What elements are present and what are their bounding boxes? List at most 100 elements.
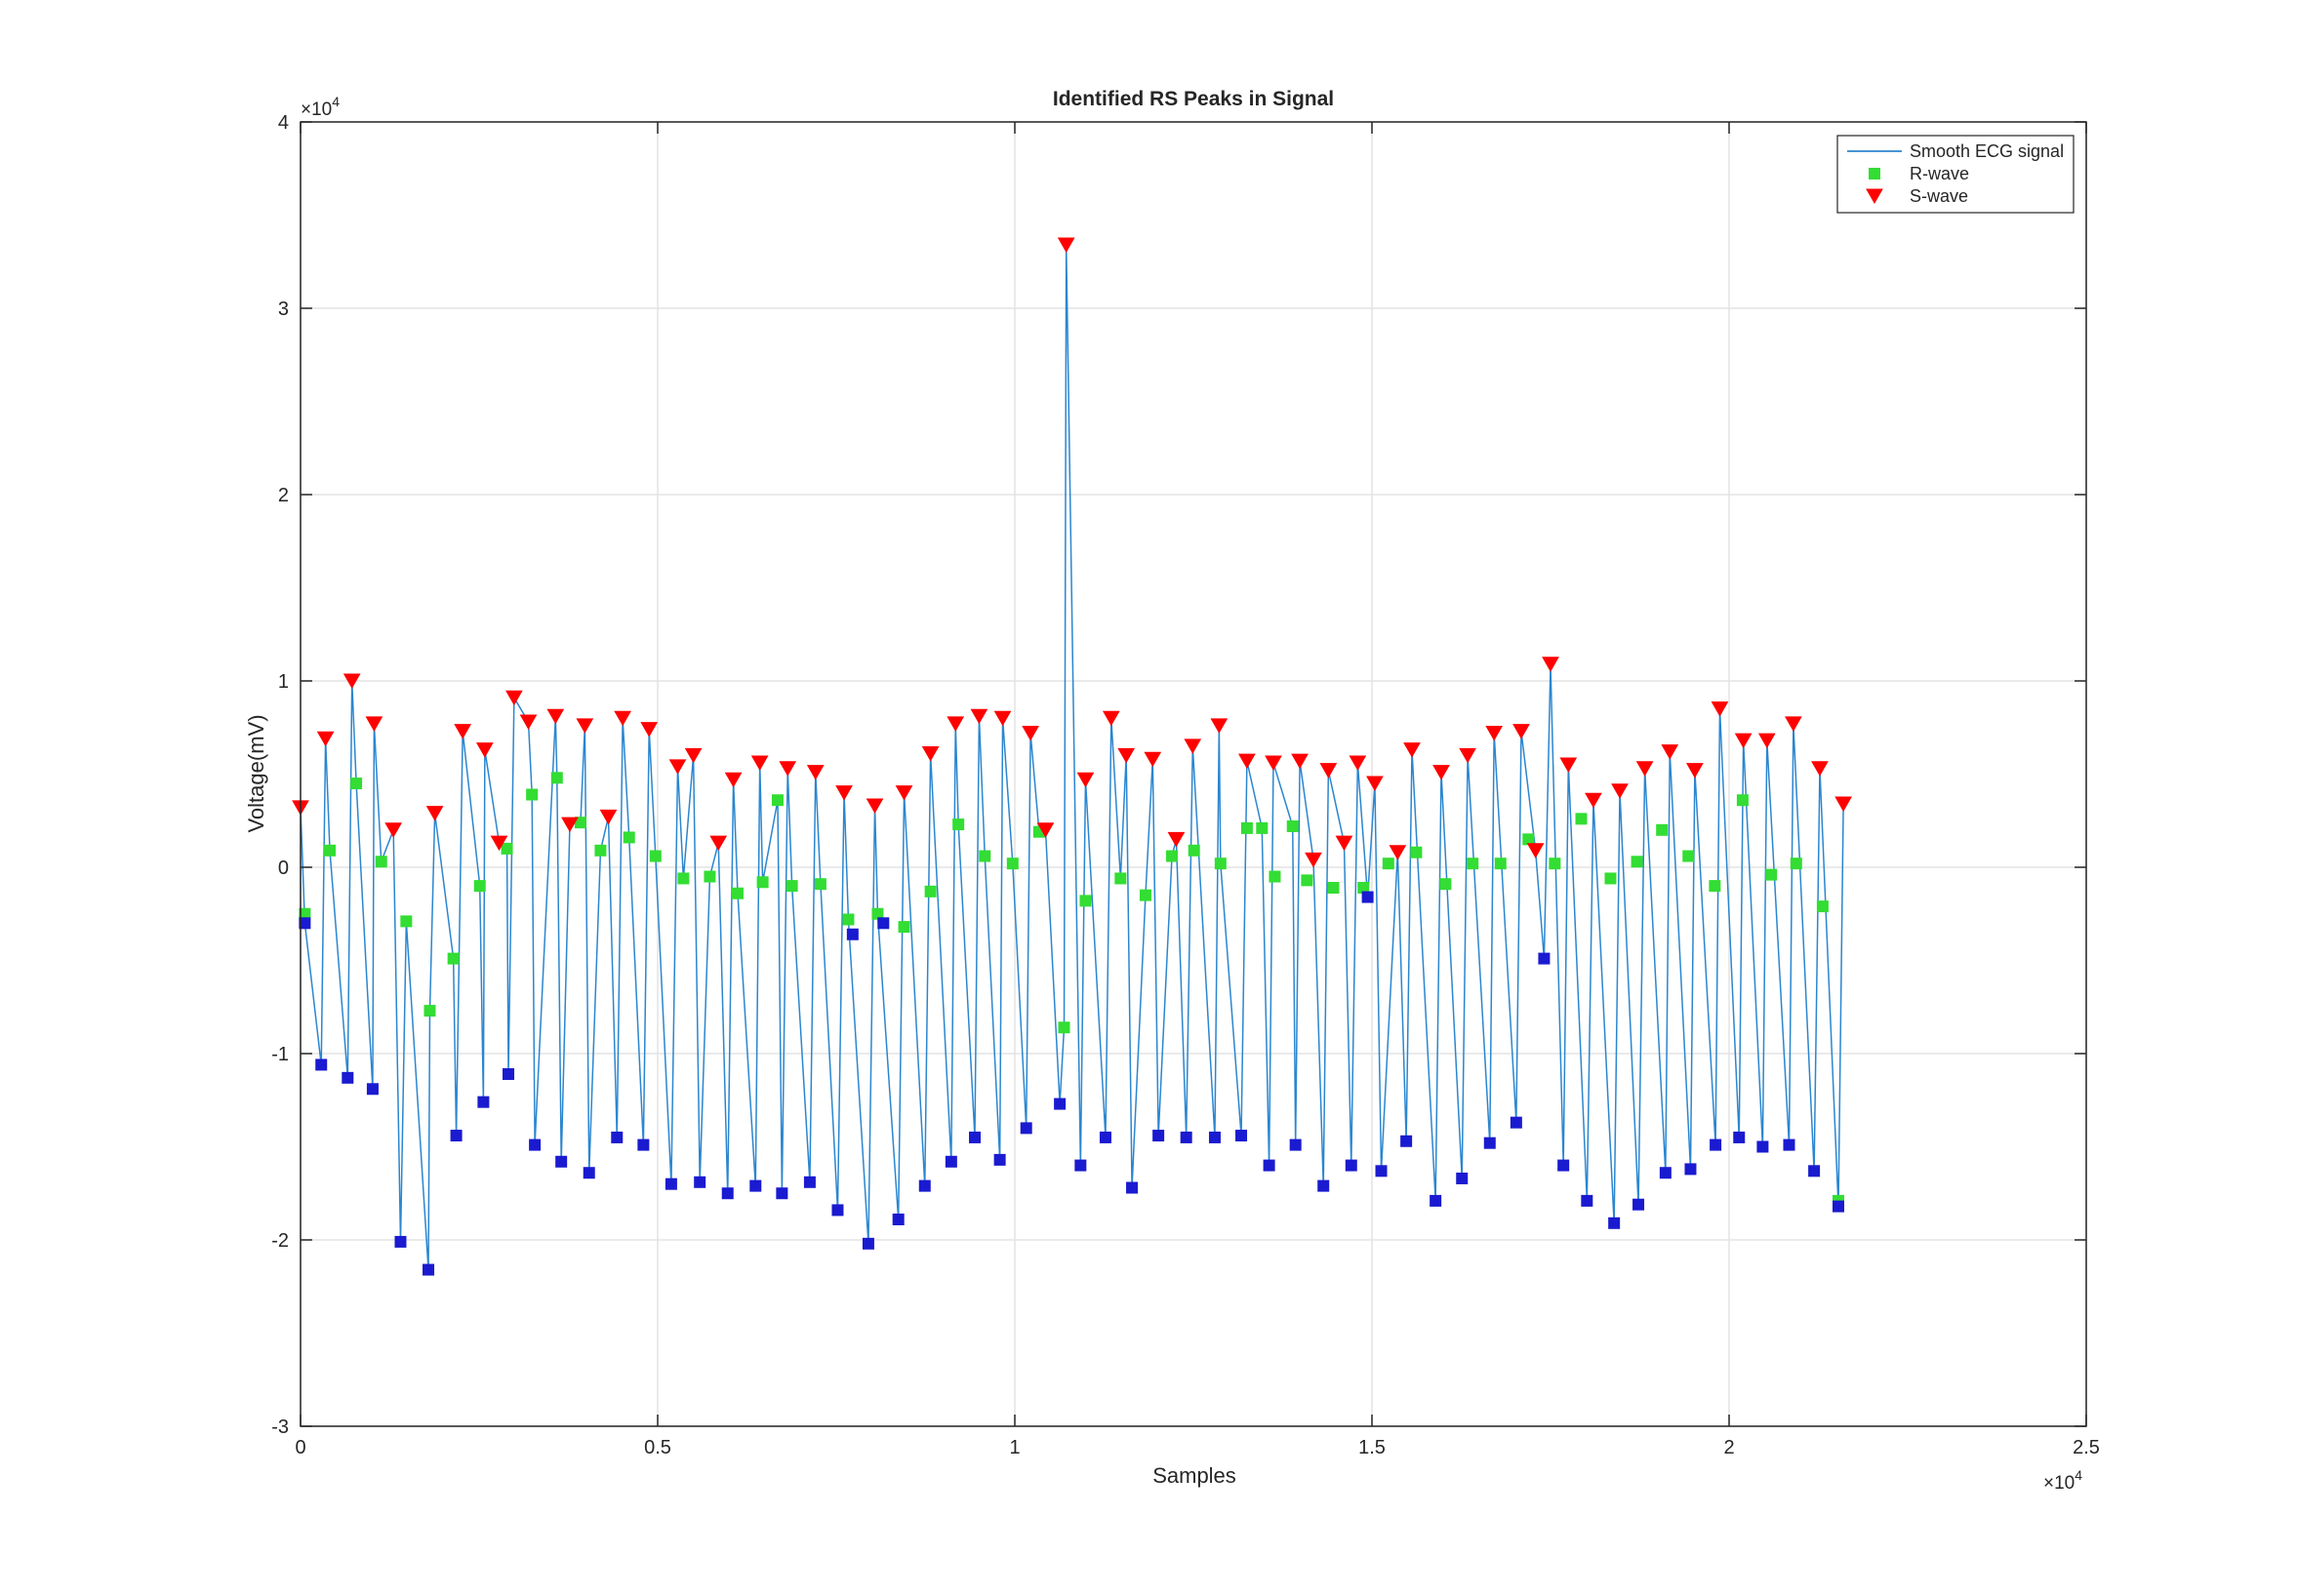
triangle-marker (1167, 831, 1186, 848)
triangle-marker (546, 708, 565, 725)
legend-label: Smooth ECG signal (1910, 141, 2064, 161)
square-marker (1079, 895, 1092, 907)
square-marker (1581, 1194, 1593, 1207)
square-marker (1456, 1172, 1469, 1184)
square-marker (771, 794, 784, 807)
triangle-marker (1757, 733, 1776, 749)
square-marker (1263, 1159, 1275, 1172)
triangle-marker (505, 690, 523, 706)
square-marker (555, 1155, 568, 1168)
square-marker (1240, 821, 1253, 834)
square-marker (1765, 868, 1778, 881)
x-tick-label: 0.5 (644, 1437, 671, 1458)
square-marker (1783, 1138, 1795, 1151)
triangle-marker (1366, 776, 1384, 792)
square-marker (846, 928, 859, 940)
square-marker (1832, 1200, 1844, 1213)
triangle-marker (1389, 845, 1407, 860)
triangle-marker (668, 759, 687, 775)
square-marker (1006, 858, 1019, 870)
triangle-marker (1542, 657, 1559, 672)
square-marker (1538, 952, 1551, 965)
square-marker (623, 831, 635, 844)
square-marker (1557, 1159, 1570, 1172)
square-marker (918, 1179, 931, 1192)
triangle-marker (1866, 188, 1883, 205)
triangle-marker (1459, 747, 1476, 764)
triangle-marker (684, 747, 703, 764)
square-marker (1208, 1131, 1221, 1143)
triangle-marker (640, 722, 659, 738)
square-marker (898, 921, 910, 934)
triangle-marker (750, 755, 769, 772)
triangle-marker (384, 822, 403, 838)
triangle-marker (1403, 742, 1421, 758)
square-marker (324, 844, 337, 857)
triangle-marker (599, 809, 618, 825)
square-marker (501, 842, 513, 855)
triangle-marker (1585, 792, 1602, 809)
triangle-marker (475, 742, 494, 758)
square-marker (423, 1263, 435, 1276)
triangle-marker (1291, 753, 1309, 770)
triangle-marker (1811, 761, 1829, 777)
triangle-marker (1661, 744, 1679, 760)
square-marker (1345, 1159, 1357, 1172)
square-marker (1375, 1165, 1388, 1177)
square-marker (1301, 874, 1313, 887)
square-marker (1709, 880, 1721, 893)
square-marker (1682, 850, 1695, 862)
triangle-marker (993, 710, 1012, 727)
triangle-marker (576, 718, 594, 734)
triangle-marker (425, 806, 444, 821)
legend: Smooth ECG signal R-wave S-wave (1836, 135, 2075, 214)
square-marker (1549, 858, 1561, 870)
y-tick-label: -1 (271, 1044, 289, 1065)
triangle-marker (1834, 796, 1852, 813)
x-tick-label: 0 (295, 1437, 305, 1458)
triangle-marker (490, 835, 508, 852)
square-marker (776, 1187, 788, 1200)
square-marker (1869, 168, 1880, 180)
square-marker (1361, 891, 1374, 903)
chart-title: Identified RS Peaks in Signal (1053, 88, 1334, 110)
triangle-marker (709, 835, 728, 852)
square-marker (1235, 1130, 1248, 1142)
triangle-marker (835, 785, 853, 801)
square-marker (526, 788, 539, 801)
triangle-marker (614, 710, 631, 727)
triangle-marker (779, 761, 797, 777)
square-marker (649, 850, 662, 862)
triangle-marker (1635, 761, 1654, 777)
triangle-marker (1305, 852, 1322, 868)
triangle-marker (519, 714, 538, 731)
square-marker (1214, 858, 1227, 870)
square-marker (1286, 819, 1299, 832)
square-marker (1710, 1138, 1722, 1151)
square-marker (342, 1071, 354, 1084)
triangle-marker (1184, 738, 1202, 754)
square-marker (477, 1096, 490, 1108)
x-exponent: ×104 (2043, 1467, 2082, 1494)
square-marker (694, 1176, 706, 1188)
marks (292, 237, 1852, 1276)
square-marker (993, 1153, 1006, 1166)
triangle-marker (1485, 725, 1504, 741)
y-tick-label: 0 (278, 858, 289, 879)
x-tick-label: 1.5 (1358, 1437, 1386, 1458)
triangle-marker (1117, 747, 1136, 764)
square-marker (731, 887, 744, 899)
square-marker (1410, 846, 1423, 858)
square-marker (1166, 850, 1179, 862)
triangle-marker (454, 724, 472, 739)
square-marker (1510, 1116, 1522, 1129)
triangle-marker (1611, 783, 1629, 799)
square-marker (1756, 1140, 1769, 1153)
triangle-marker (1265, 755, 1282, 772)
square-marker (1439, 878, 1452, 891)
square-marker (862, 1237, 874, 1250)
legend-label: R-wave (1910, 164, 1969, 183)
triangle-marker (1335, 835, 1353, 852)
